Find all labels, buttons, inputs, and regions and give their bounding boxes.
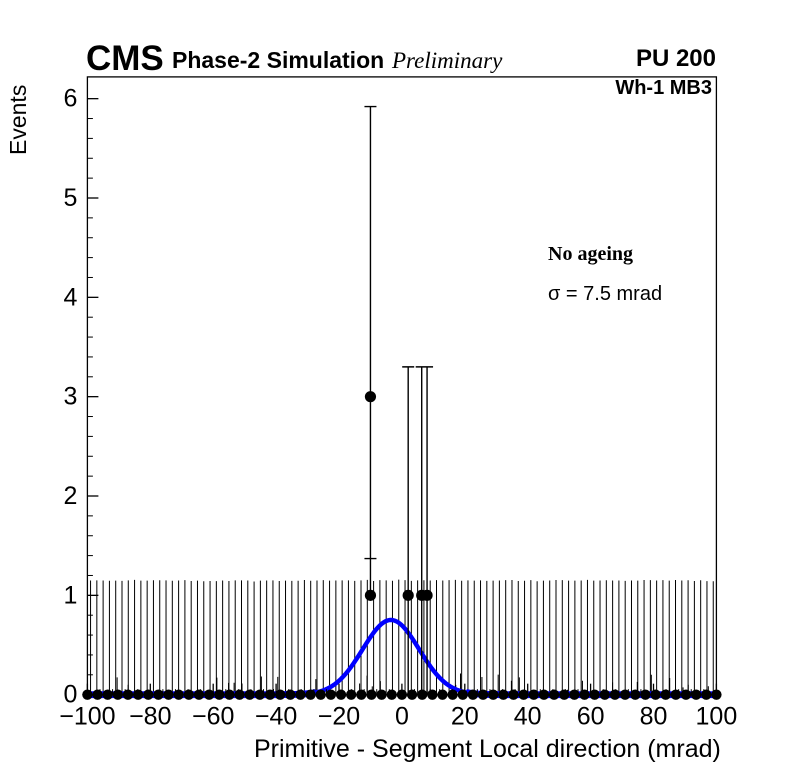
- svg-text:20: 20: [451, 703, 479, 731]
- svg-text:CMS: CMS: [86, 39, 164, 78]
- svg-text:−100: −100: [59, 703, 115, 731]
- svg-text:6: 6: [63, 85, 77, 113]
- svg-text:5: 5: [63, 184, 77, 212]
- svg-text:Events: Events: [5, 85, 31, 155]
- svg-text:PU 200: PU 200: [636, 45, 716, 72]
- svg-text:3: 3: [63, 383, 77, 411]
- svg-text:4: 4: [63, 283, 77, 311]
- svg-text:No ageing: No ageing: [548, 243, 633, 265]
- svg-text:60: 60: [577, 703, 605, 731]
- svg-text:0: 0: [395, 703, 409, 731]
- svg-text:−60: −60: [192, 703, 234, 731]
- svg-text:Preliminary: Preliminary: [391, 48, 503, 73]
- svg-text:100: 100: [696, 703, 738, 731]
- svg-text:80: 80: [640, 703, 668, 731]
- svg-text:Primitive - Segment Local dire: Primitive - Segment Local direction (mra…: [254, 735, 721, 763]
- svg-text:2: 2: [63, 482, 77, 510]
- svg-text:−80: −80: [129, 703, 171, 731]
- svg-text:Wh-1 MB3: Wh-1 MB3: [615, 77, 712, 99]
- svg-text:40: 40: [514, 703, 542, 731]
- svg-text:−20: −20: [318, 703, 360, 731]
- svg-text:Phase-2 Simulation: Phase-2 Simulation: [172, 47, 384, 73]
- svg-text:1: 1: [63, 581, 77, 609]
- svg-text:−40: −40: [255, 703, 297, 731]
- svg-text:σ = 7.5 mrad: σ = 7.5 mrad: [548, 283, 662, 305]
